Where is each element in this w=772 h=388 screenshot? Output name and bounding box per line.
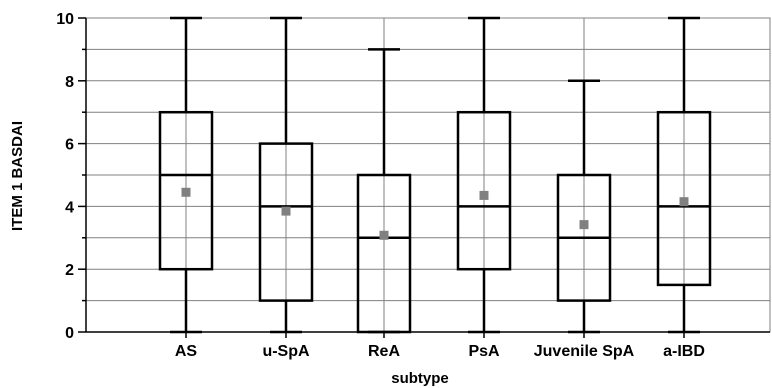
y-tick-label: 2 [65, 262, 74, 279]
y-tick-label: 0 [65, 325, 74, 342]
mean-marker [181, 187, 191, 197]
mean-marker [379, 230, 389, 240]
y-tick-label: 10 [56, 11, 74, 28]
x-tick-label: PsA [468, 343, 500, 360]
mean-marker [281, 206, 291, 216]
mean-marker [679, 197, 689, 207]
x-tick-label: AS [175, 343, 198, 360]
y-axis-title: ITEM 1 BASDAI [9, 121, 26, 231]
x-tick-label: u-SpA [262, 343, 310, 360]
mean-marker [579, 220, 589, 230]
y-tick-label: 6 [65, 137, 74, 154]
axis-layer: 0 2 4 6 8 10 AS u-SpA ReA PsA Juvenile SpA a-IBD [56, 11, 770, 360]
y-tick-label: 8 [65, 74, 74, 91]
box-group [158, 16, 214, 334]
box-iqr [158, 110, 214, 271]
x-axis-title: subtype [391, 370, 449, 387]
x-tick-label: Juvenile SpA [534, 343, 635, 360]
x-tick-label: ReA [368, 343, 400, 360]
box-layer [158, 16, 712, 334]
y-tick-label: 4 [65, 199, 74, 216]
box-iqr [258, 142, 314, 302]
x-tick-label: a-IBD [663, 343, 705, 360]
box-iqr [656, 110, 712, 287]
mean-marker [479, 190, 489, 200]
box-iqr [456, 110, 512, 271]
